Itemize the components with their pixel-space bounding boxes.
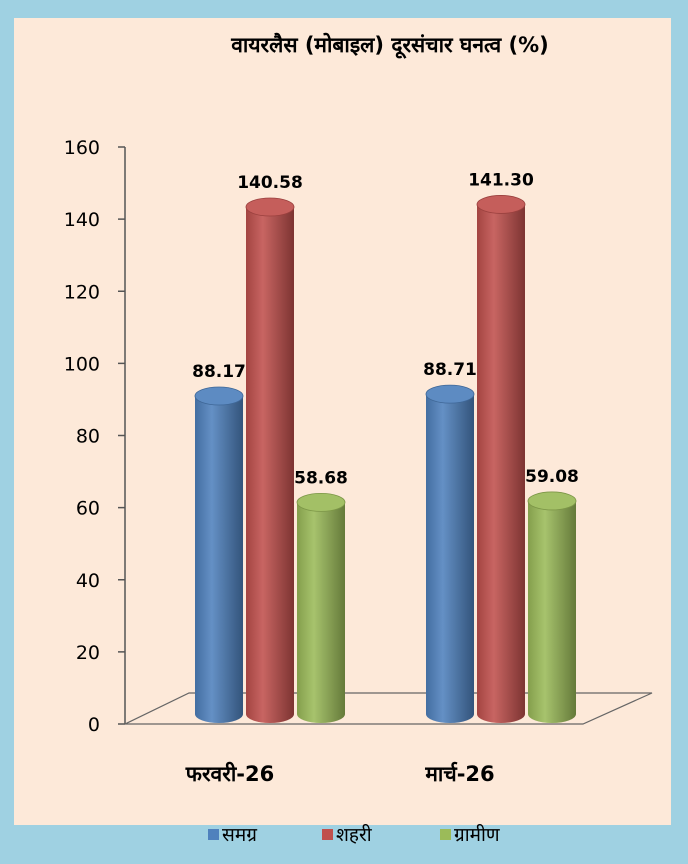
bar-top bbox=[476, 195, 526, 214]
bar-body bbox=[297, 502, 345, 723]
legend-swatch bbox=[208, 829, 219, 840]
bar-body bbox=[246, 207, 294, 723]
bars: 88.17 140.58 58.68 88.71 141.30 59.08 bbox=[192, 170, 579, 723]
y-tick-label: 160 bbox=[64, 137, 100, 159]
chart-floor bbox=[124, 692, 653, 725]
bar-top bbox=[245, 197, 295, 217]
legend-item: ग्रामीण bbox=[440, 823, 500, 846]
bar-top bbox=[296, 492, 346, 512]
bar-body bbox=[477, 204, 525, 723]
data-label: 58.68 bbox=[294, 468, 348, 488]
y-tick-label: 0 bbox=[88, 714, 100, 736]
legend-item: समग्र bbox=[208, 824, 257, 846]
data-label: 141.30 bbox=[468, 170, 534, 190]
bar-body bbox=[195, 396, 243, 723]
bar: 140.58 bbox=[237, 173, 303, 723]
bar-top bbox=[527, 491, 577, 511]
x-category-label: फरवरी-26 bbox=[185, 761, 274, 786]
data-label: 88.17 bbox=[192, 362, 246, 382]
bar: 88.71 bbox=[423, 360, 477, 723]
bar-top bbox=[194, 386, 244, 406]
chart-title: वायरलैस (मोबाइल) दूरसंचार घनत्व (%) bbox=[230, 32, 549, 59]
y-axis: 0 20 40 60 80 100 120 140 160 bbox=[64, 137, 126, 736]
x-axis-labels: फरवरी-26 मार्च-26 bbox=[185, 761, 495, 786]
legend-swatch bbox=[322, 829, 333, 840]
floor-outline bbox=[124, 692, 653, 725]
legend-swatch bbox=[440, 829, 451, 840]
legend-label: समग्र bbox=[222, 824, 257, 846]
y-tick-label: 120 bbox=[64, 281, 100, 303]
legend-item: शहरी bbox=[322, 823, 373, 846]
bar-body bbox=[528, 500, 576, 723]
y-tick-label: 140 bbox=[64, 209, 100, 231]
y-tick-label: 40 bbox=[76, 570, 100, 592]
bar-top bbox=[425, 384, 475, 404]
data-label: 140.58 bbox=[237, 173, 303, 193]
y-tick-label: 80 bbox=[76, 426, 100, 448]
bar-body bbox=[426, 394, 474, 723]
bar: 59.08 bbox=[525, 467, 579, 723]
bar: 88.17 bbox=[192, 362, 246, 723]
bar: 58.68 bbox=[294, 468, 348, 723]
data-label: 88.71 bbox=[423, 360, 477, 380]
y-tick-label: 20 bbox=[76, 642, 100, 664]
y-tick-label: 100 bbox=[64, 353, 100, 375]
legend: समग्र शहरी ग्रामीण bbox=[208, 823, 500, 846]
legend-label: शहरी bbox=[336, 823, 373, 846]
bar: 141.30 bbox=[468, 170, 534, 723]
legend-label: ग्रामीण bbox=[454, 823, 500, 846]
y-tick-label: 60 bbox=[76, 498, 100, 520]
x-category-label: मार्च-26 bbox=[424, 761, 494, 786]
data-label: 59.08 bbox=[525, 467, 579, 487]
